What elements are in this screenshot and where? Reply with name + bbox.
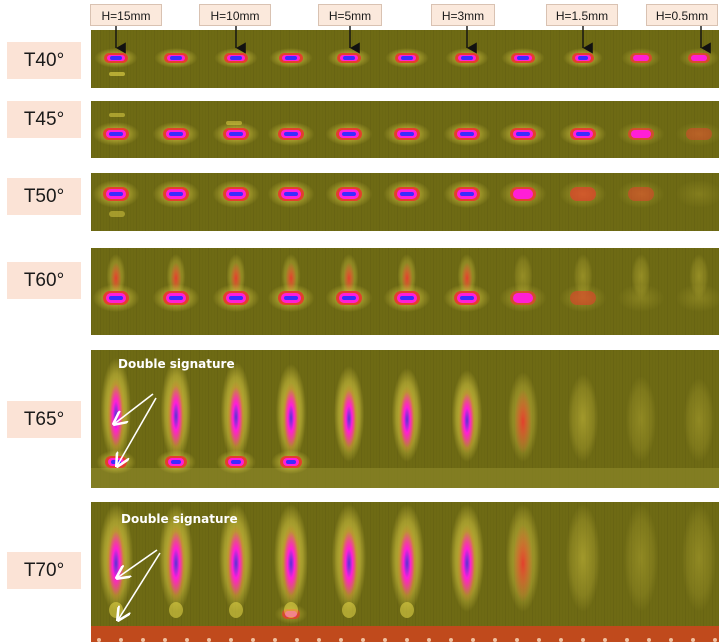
hot-spot [499, 180, 547, 208]
hot-spot [499, 284, 547, 312]
thermal-panel-t40 [91, 30, 719, 88]
hot-spot [563, 48, 603, 68]
thermal-plume [681, 504, 717, 612]
thermal-panel-t65 [91, 350, 719, 488]
hot-spot [675, 122, 719, 146]
hot-spot [559, 180, 607, 208]
second-signature-glow [400, 602, 414, 618]
second-signature-glow [229, 602, 243, 618]
hot-spot [154, 48, 198, 68]
hot-spot [152, 122, 200, 146]
thermal-plume [683, 378, 715, 462]
second-signature-glow [342, 602, 356, 618]
angle-label-t70: T70° [7, 552, 81, 589]
hot-spot [92, 284, 140, 312]
hot-spot [152, 180, 200, 208]
hot-spot [212, 284, 260, 312]
hot-spot [559, 122, 607, 146]
hot-spot [214, 48, 258, 68]
thermal-plume [100, 358, 132, 462]
thermal-plume [333, 366, 365, 462]
angle-label-t60: T60° [7, 262, 81, 299]
hot-spot [501, 48, 545, 68]
hot-spot [383, 122, 431, 146]
hot-spot [559, 284, 607, 312]
height-label-1-5mm: H=1.5mm [546, 4, 618, 26]
hot-spot [325, 284, 373, 312]
hot-spot [617, 180, 665, 208]
hot-spot [443, 180, 491, 208]
hot-spot [443, 284, 491, 312]
double-signature-annotation-t65: Double signature [118, 357, 235, 371]
thermal-plume [331, 504, 367, 612]
thermal-plume [451, 370, 483, 462]
thermal-panel-t60 [91, 248, 719, 335]
second-signature-spot [156, 450, 196, 474]
thermal-plume [505, 504, 541, 612]
hot-spot [267, 284, 315, 312]
thermal-plume [567, 374, 599, 462]
hot-spot [152, 284, 200, 312]
hot-spot [383, 180, 431, 208]
thermal-plume [158, 504, 194, 612]
hot-spot [675, 180, 719, 208]
hot-spot [675, 284, 719, 312]
hot-spot [212, 180, 260, 208]
hot-spot [325, 122, 373, 146]
thermal-plume [507, 372, 539, 462]
thermal-plume [220, 362, 252, 462]
thermal-plume [389, 504, 425, 612]
hot-spot [269, 48, 313, 68]
thermal-plume [623, 504, 659, 612]
hot-spot [212, 122, 260, 146]
hot-spot [679, 48, 719, 68]
hot-spot [617, 122, 665, 146]
second-signature-glow [284, 602, 298, 618]
angle-label-t50: T50° [7, 178, 81, 215]
hot-spot [617, 284, 665, 312]
hot-spot [267, 180, 315, 208]
angle-label-t40: T40° [7, 42, 81, 79]
height-label-0-5mm: H=0.5mm [646, 4, 718, 26]
second-signature-spot [96, 450, 136, 474]
thermal-panel-t50 [91, 173, 719, 231]
second-signature-spot [271, 450, 311, 474]
thermal-panel-t45 [91, 101, 719, 158]
height-label-3mm: H=3mm [431, 4, 495, 26]
thermal-panel-t70 [91, 502, 719, 642]
hot-spot [499, 122, 547, 146]
hot-spot [327, 48, 371, 68]
hot-spot [385, 48, 429, 68]
hot-spot [621, 48, 661, 68]
hot-spot [383, 284, 431, 312]
double-signature-annotation-t70: Double signature [121, 512, 238, 526]
thermal-plume [218, 504, 254, 612]
thermal-plume [275, 364, 307, 462]
hot-spot [92, 180, 140, 208]
thermal-plume [391, 368, 423, 462]
angle-label-t65: T65° [7, 401, 81, 438]
height-label-10mm: H=10mm [199, 4, 271, 26]
thermal-plume [160, 360, 192, 462]
hot-spot [267, 122, 315, 146]
height-label-5mm: H=5mm [318, 4, 382, 26]
hot-spot [445, 48, 489, 68]
thermal-plume [273, 504, 309, 612]
thermal-plume [625, 376, 657, 462]
thermal-plume [565, 504, 601, 612]
second-signature-glow [109, 602, 123, 618]
second-signature-spot [216, 450, 256, 474]
hot-spot [92, 122, 140, 146]
hot-spot [325, 180, 373, 208]
angle-label-t45: T45° [7, 101, 81, 138]
hot-spot [94, 48, 138, 68]
second-signature-glow [169, 602, 183, 618]
hot-spot [443, 122, 491, 146]
thermal-plume [449, 504, 485, 612]
height-label-15mm: H=15mm [90, 4, 162, 26]
